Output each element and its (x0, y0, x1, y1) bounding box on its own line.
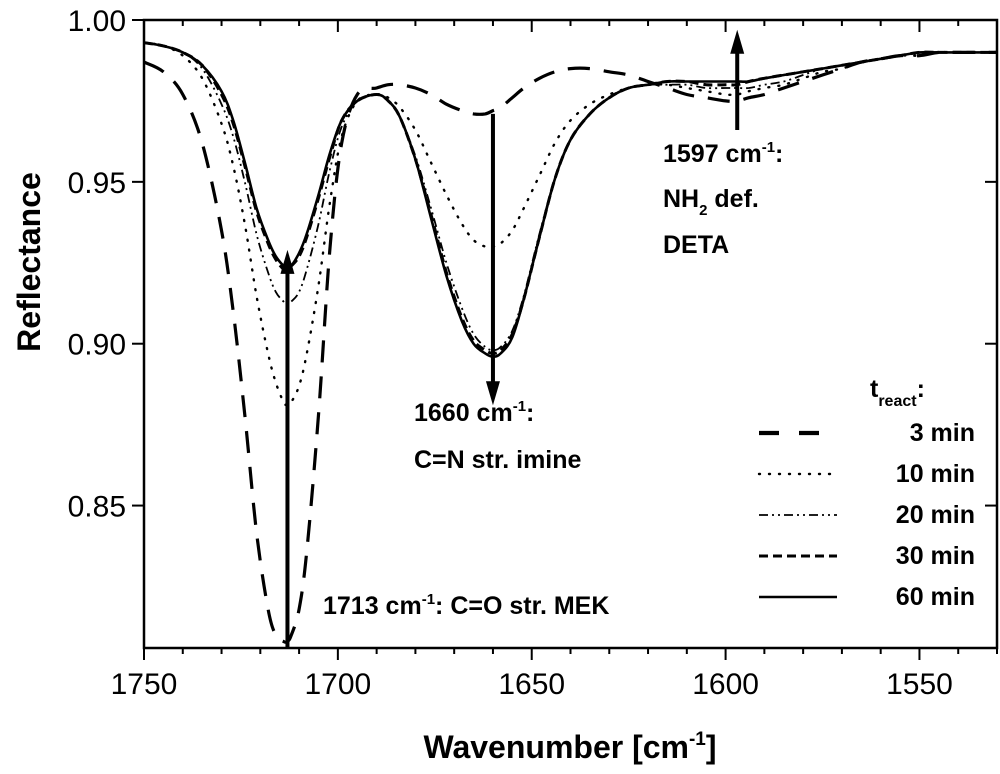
series-line-10-min (144, 41, 997, 407)
legend-title: treact: (870, 375, 925, 410)
series-line-3-min (144, 50, 997, 644)
legend-label: 20 min (896, 501, 975, 529)
annotation-imine-line1: 1660 cm-1: (414, 398, 534, 427)
annotation-arrow-head-mek (280, 249, 295, 274)
legend-label: 3 min (910, 419, 975, 447)
series-line-20-min (144, 41, 997, 352)
annotation-deta-line2: NH2 def. (663, 185, 759, 219)
x-tick-label: 1550 (886, 668, 953, 701)
y-axis-title: Reflectance (11, 172, 47, 352)
x-axis-title-sup: -1 (689, 729, 706, 750)
annotation-arrow-head-imine (485, 381, 500, 406)
x-axis-title-end: ] (706, 729, 717, 765)
annotation-deta-line1: 1597 cm-1: (663, 139, 783, 168)
legend-entry: 20 min (759, 501, 975, 529)
y-tick-label: 0.85 (68, 491, 126, 524)
legend-label: 10 min (896, 460, 975, 488)
x-tick-label: 1600 (692, 668, 759, 701)
y-tick-label: 1.00 (68, 5, 126, 38)
annotation-arrows (280, 29, 745, 648)
legend-entry: 3 min (759, 419, 975, 447)
annotation-mek-line1: 1713 cm-1: C=O str. MEK (323, 591, 609, 620)
x-axis-ticks: 1750 1700 1650 1600 1550 (111, 20, 998, 701)
legend-label: 30 min (896, 542, 975, 570)
legend-label: 60 min (896, 583, 975, 611)
y-tick-label: 0.90 (68, 329, 126, 362)
annotation-imine-line2: C=N str. imine (414, 446, 582, 474)
legend-entry: 30 min (759, 542, 975, 570)
annotation-deta-line3: DETA (663, 231, 729, 259)
annotation-arrow-head-deta (730, 29, 745, 54)
x-tick-label: 1650 (498, 668, 565, 701)
legend-entry: 60 min (759, 583, 975, 611)
y-tick-label: 0.95 (68, 167, 126, 200)
legend: treact: 3 min 10 min 20 min 30 min 60 min (757, 375, 975, 611)
x-axis-title-main: Wavenumber [cm (423, 729, 689, 765)
x-tick-label: 1700 (304, 668, 371, 701)
series-layer (144, 41, 997, 644)
y-axis-ticks: 0.85 0.90 0.95 1.00 (68, 5, 997, 524)
series-line-60-min (144, 41, 997, 358)
x-axis-title: Wavenumber [cm-1] (423, 729, 716, 765)
legend-entry: 10 min (757, 460, 975, 488)
plot-frame (142, 18, 999, 650)
x-tick-label: 1750 (111, 668, 178, 701)
series-line-30-min (144, 41, 997, 355)
